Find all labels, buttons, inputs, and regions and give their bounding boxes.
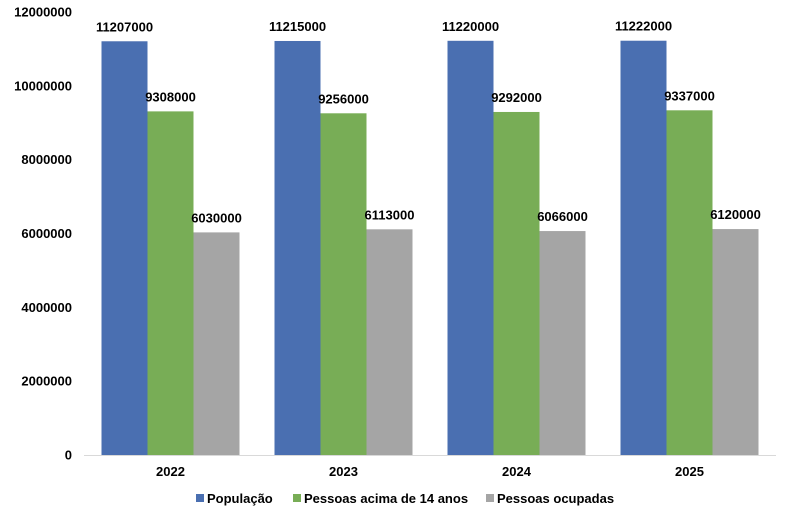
- bar-2025-2: [666, 110, 713, 455]
- x-tick-label: 2025: [675, 464, 704, 479]
- data-label: 11207000: [96, 19, 153, 34]
- legend-item: Pessoas ocupadas: [486, 491, 614, 506]
- data-label: 9337000: [664, 88, 715, 103]
- data-label: 11220000: [442, 19, 499, 34]
- y-axis: 0 2000000 4000000 6000000 8000000 10000000 120…: [14, 5, 72, 463]
- data-label: 6113000: [365, 207, 415, 222]
- bar-2024-2: [493, 111, 540, 455]
- y-tick-label: 10000000: [14, 78, 72, 93]
- bar-2023-3: [366, 229, 413, 455]
- bar-2023-2: [320, 113, 367, 456]
- data-label: 9292000: [491, 90, 542, 105]
- legend-swatch: [196, 494, 204, 502]
- legend-label: Pessoas acima de 14 anos: [304, 491, 468, 506]
- legend-item: Pessoas acima de 14 anos: [293, 491, 468, 506]
- y-tick-label: 12000000: [14, 5, 72, 20]
- data-label: 6030000: [191, 210, 242, 225]
- y-tick-label: 8000000: [21, 152, 72, 167]
- legend-swatch: [293, 494, 301, 502]
- legend-label: População: [207, 491, 273, 506]
- x-tick-label: 2024: [502, 464, 532, 479]
- legend-swatch: [486, 494, 494, 502]
- legend-label: Pessoas ocupadas: [497, 491, 614, 506]
- bar-2022-2: [147, 111, 194, 455]
- bar-2025-3: [712, 229, 759, 455]
- data-label: 9308000: [145, 89, 196, 104]
- data-labels: 11207000 9308000 6030000 11215000 9256000 611…: [96, 19, 761, 226]
- data-label: 6066000: [537, 209, 588, 224]
- bars: [101, 40, 759, 456]
- x-axis: 2022 2023 2024 2025: [84, 455, 776, 479]
- data-label: 6120000: [710, 207, 761, 222]
- bar-2022-3: [193, 232, 240, 455]
- x-tick-label: 2022: [156, 464, 185, 479]
- y-tick-label: 4000000: [21, 300, 72, 315]
- bar-2024-1: [447, 40, 494, 456]
- y-tick-label: 2000000: [21, 374, 72, 389]
- x-tick-label: 2023: [329, 464, 358, 479]
- y-tick-label: 0: [65, 448, 72, 463]
- bar-2022-1: [101, 41, 148, 456]
- legend: População Pessoas acima de 14 anos Pessoas…: [196, 491, 614, 506]
- bar-2024-3: [539, 231, 586, 455]
- data-label: 11215000: [269, 19, 326, 34]
- data-label: 9256000: [318, 91, 369, 106]
- data-label: 11222000: [615, 19, 672, 34]
- legend-item: População: [196, 491, 273, 506]
- bar-2025-1: [620, 40, 667, 456]
- y-tick-label: 6000000: [21, 226, 72, 241]
- bar-2023-1: [274, 40, 321, 455]
